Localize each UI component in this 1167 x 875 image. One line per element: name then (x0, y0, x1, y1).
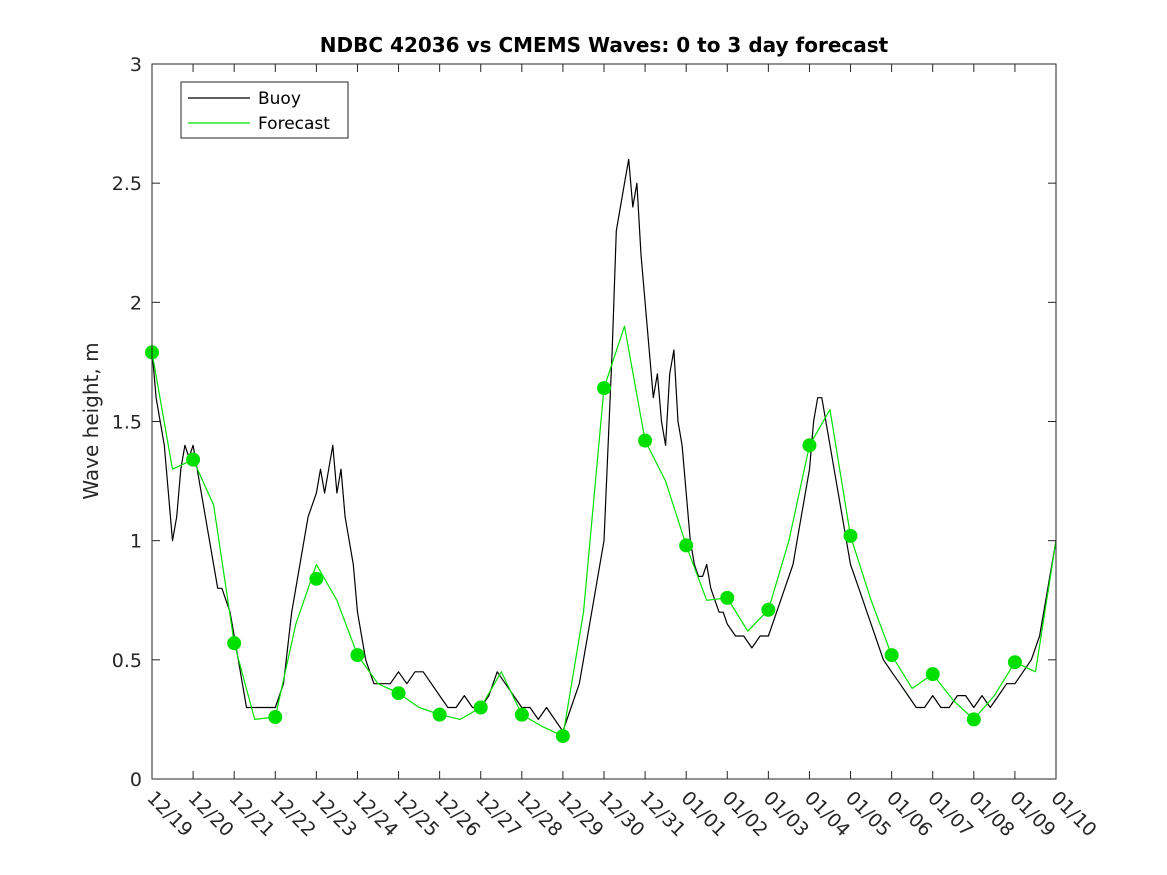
forecast-marker (679, 538, 694, 553)
forecast-marker (432, 707, 447, 722)
forecast-marker (514, 707, 529, 722)
y-tick-label: 2 (130, 292, 142, 314)
forecast-marker (761, 602, 776, 617)
legend: Buoy Forecast (180, 81, 349, 139)
forecast-marker (802, 438, 817, 453)
legend-label-buoy: Buoy (258, 89, 301, 109)
marker-layer (145, 345, 1022, 744)
series-line-buoy (151, 158, 1057, 732)
forecast-marker (884, 648, 899, 663)
y-tick-label: 0.5 (112, 650, 142, 672)
y-tick-label: 1.5 (112, 412, 142, 434)
forecast-marker (720, 590, 735, 605)
forecast-marker (227, 636, 242, 651)
forecast-marker (966, 712, 981, 727)
forecast-marker (186, 452, 201, 467)
chart-title: NDBC 42036 vs CMEMS Waves: 0 to 3 day fo… (320, 33, 889, 57)
forecast-marker (597, 381, 611, 396)
y-tick-label: 2.5 (112, 173, 142, 195)
legend-box (180, 81, 349, 139)
forecast-marker (843, 528, 858, 543)
legend-label-forecast: Forecast (258, 114, 330, 134)
forecast-marker (1007, 655, 1022, 670)
forecast-marker (555, 729, 570, 744)
plot-area (152, 64, 1056, 779)
y-axis-label: Wave height, m (79, 342, 103, 499)
forecast-marker (473, 700, 488, 715)
forecast-marker (925, 667, 940, 682)
forecast-marker (350, 648, 365, 663)
y-axis-ticks: 0 0.5 1 1.5 2 2.5 3 (112, 54, 1056, 791)
axes-box (151, 63, 1057, 780)
y-tick-label: 1 (130, 531, 142, 553)
forecast-marker (309, 571, 324, 586)
forecast-marker (638, 433, 653, 448)
y-tick-label: 3 (130, 54, 142, 76)
y-tick-label: 0 (130, 769, 142, 791)
forecast-marker (391, 686, 406, 701)
forecast-marker (268, 710, 283, 725)
